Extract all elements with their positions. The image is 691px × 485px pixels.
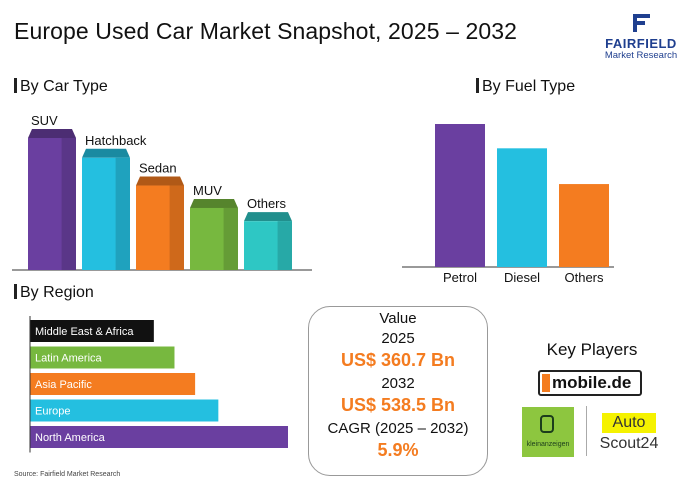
car-bar-top-4 — [244, 212, 292, 222]
section-region: By Region — [14, 284, 94, 302]
autoscout24-highlight — [602, 413, 656, 433]
section-fuel-type: By Fuel Type — [476, 78, 575, 96]
car-label-1: Hatchback — [85, 133, 147, 148]
car-bar-top-3 — [190, 198, 238, 208]
section-marker — [14, 78, 17, 93]
car-bar-side-1 — [115, 157, 130, 270]
car-bar-side-0 — [61, 138, 76, 270]
mobile-de-logo-text: mobile.de — [552, 373, 632, 392]
region-label-4: North America — [35, 432, 106, 444]
kleinanzeigen-logo-text: kleinanzeigen — [526, 441, 570, 448]
region-label-1: Latin America — [35, 353, 103, 365]
fuel-bar-2 — [559, 184, 609, 267]
value-label: Value — [379, 310, 417, 327]
cagr-value: 5.9% — [377, 440, 419, 460]
fuel-bar-0 — [435, 124, 485, 267]
region-label-3: Europe — [35, 406, 70, 418]
car-bar-top-2 — [136, 176, 184, 186]
mobile-de-logo-mark — [542, 374, 550, 392]
autoscout24-text-scout: Scout24 — [599, 435, 659, 452]
section-car-type-label: By Car Type — [20, 78, 108, 95]
section-car-type: By Car Type — [14, 78, 108, 96]
region-bar-3 — [30, 399, 219, 422]
logo-sub: Market Research — [604, 50, 678, 61]
car-bar-top-1 — [82, 148, 130, 158]
cagr-label: CAGR (2025 – 2032) — [327, 420, 469, 437]
section-fuel-type-label: By Fuel Type — [482, 78, 576, 95]
region-bar-2 — [30, 373, 196, 395]
autoscout24-text-auto: Auto — [612, 414, 646, 431]
fairfield-logo: FAIRFIELD Market Research — [596, 12, 686, 62]
value-2025: US$ 360.7 Bn — [340, 350, 456, 370]
logo-divider — [586, 406, 587, 456]
region-chart: Middle East & Africa Latin America Asia Pa… — [29, 316, 288, 453]
section-marker — [14, 284, 17, 299]
region-bar-1 — [30, 346, 175, 369]
logo-brand: FAIRFIELD — [605, 36, 677, 51]
car-bar-side-2 — [169, 185, 184, 270]
section-region-label: By Region — [20, 284, 94, 301]
kleinanzeigen-icon — [540, 415, 554, 433]
fuel-type-chart: Petrol Diesel Others — [402, 124, 614, 285]
region-bar-0 — [30, 320, 154, 342]
value-year-2025: 2025 — [381, 330, 415, 347]
value-year-2032: 2032 — [381, 375, 415, 392]
fuel-label-2: Others — [564, 270, 604, 285]
mobile-de-logo: mobile.de — [538, 370, 642, 396]
car-type-chart: SUV Hatchback Sedan MUV Others — [12, 113, 312, 271]
fuel-label-1: Diesel — [504, 270, 540, 285]
car-bar-side-4 — [277, 221, 292, 270]
kleinanzeigen-logo: kleinanzeigen — [522, 407, 574, 457]
car-label-0: SUV — [31, 113, 58, 128]
source-note: Source: Fairfield Market Research — [14, 471, 121, 478]
fuel-label-0: Petrol — [443, 270, 477, 285]
car-bar-top-0 — [28, 129, 76, 138]
fairfield-logo-icon — [633, 14, 650, 32]
value-panel: Value 2025 US$ 360.7 Bn 2032 US$ 538.5 B… — [308, 306, 488, 476]
region-label-2: Asia Pacific — [35, 379, 92, 391]
region-label-0: Middle East & Africa — [35, 326, 134, 338]
car-label-3: MUV — [193, 183, 222, 198]
fuel-bar-1 — [497, 148, 547, 267]
region-bar-4 — [30, 426, 288, 448]
car-label-2: Sedan — [139, 161, 177, 176]
section-marker — [476, 78, 479, 93]
page-title: Europe Used Car Market Snapshot, 2025 – … — [14, 18, 518, 44]
car-bar-side-3 — [223, 207, 238, 270]
key-players-title: Key Players — [546, 340, 638, 359]
autoscout24-logo: Auto Scout24 — [594, 413, 664, 457]
value-2032: US$ 538.5 Bn — [340, 395, 456, 415]
car-label-4: Others — [247, 196, 287, 211]
